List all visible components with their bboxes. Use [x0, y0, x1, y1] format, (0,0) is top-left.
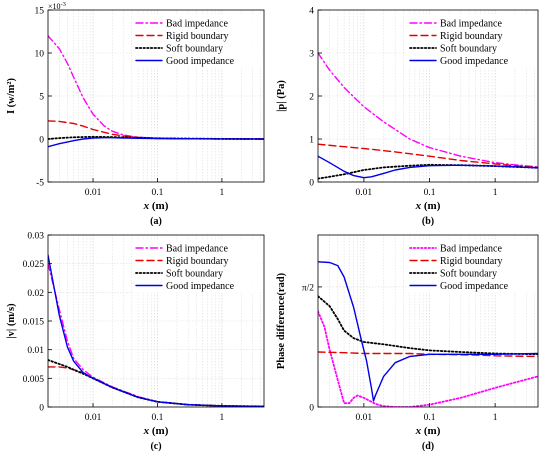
legend-entry: Rigid boundary — [440, 31, 503, 42]
y-tick-label: 0.03 — [27, 232, 44, 242]
x-tick-label: 0.01 — [356, 413, 373, 423]
x-tick-label: 0.01 — [85, 188, 102, 198]
legend-entry: Soft boundary — [166, 269, 223, 280]
y-tick-label: 0 — [39, 404, 44, 414]
y-tick-label: 0.02 — [27, 289, 44, 299]
axes-box — [317, 234, 539, 408]
y-tick-label: 0 — [39, 136, 44, 146]
panel-1: 0.01 0.1 1 -5 0 5 10 15 ×10-3 x (m) I (w/m²) (a) Bad… — [6, 1, 265, 227]
legend-entry: Bad impedance — [440, 19, 502, 30]
y-axis-label: I (w/m²) — [6, 77, 17, 114]
series-line-rigid-boundary — [48, 120, 264, 140]
legend-entry: Bad impedance — [166, 19, 228, 30]
y-tick-label: 0.015 — [23, 318, 45, 328]
y-tick-label: 0 — [309, 179, 314, 189]
legend-entry: Rigid boundary — [166, 256, 229, 267]
legend-entry: Good impedance — [440, 56, 509, 67]
y-tick-label: 10 — [35, 50, 45, 60]
legend-entry: Rigid boundary — [166, 31, 229, 42]
panel-2: 0.01 0.1 1 0 1 2 3 4 x (m) |p| (Pa) (b) Bad impedan… — [276, 7, 539, 227]
x-tick-label: 0.1 — [152, 413, 164, 423]
y-axis-label: |p| (Pa) — [276, 80, 287, 112]
y-tick-label: 4 — [309, 7, 314, 17]
legend-entry: Rigid boundary — [440, 256, 503, 267]
y-axis-label: Phase difference(rad) — [276, 272, 287, 369]
series-line-rigid-boundary — [318, 143, 538, 169]
legend-entry: Good impedance — [166, 281, 235, 292]
x-tick-label: 0.01 — [85, 413, 102, 423]
series-line-good-impedance — [318, 155, 538, 179]
y-tick-label: -5 — [36, 179, 44, 189]
series-line-good-impedance — [318, 261, 538, 402]
series-line-bad-impedance — [318, 52, 538, 168]
panel-label: (d) — [422, 441, 434, 452]
legend-entry: Good impedance — [166, 56, 235, 67]
panel-3: 0.01 0.1 1 0 0.005 0.01 0.015 0.02 0.025 0.03 x (m… — [6, 232, 265, 452]
x-tick-label: 0.01 — [356, 188, 373, 198]
series-line-soft-boundary — [318, 295, 538, 356]
x-tick-label: 1 — [220, 188, 225, 198]
y-tick-label: 0.025 — [23, 260, 45, 270]
x-tick-label: 0.1 — [152, 188, 164, 198]
series-group — [318, 52, 538, 180]
series-group — [48, 35, 264, 148]
y-tick-label: 0 — [309, 404, 314, 414]
x-axis-label: x (m) — [143, 200, 169, 212]
series-line-rigid-boundary — [318, 351, 538, 358]
x-tick-label: 1 — [493, 413, 498, 423]
y-tick-label: 0.005 — [23, 375, 45, 385]
series-line-good-impedance — [48, 136, 264, 148]
legend-entry: Soft boundary — [166, 44, 223, 55]
panel-label: (c) — [150, 441, 161, 452]
y-tick-label: 15 — [35, 7, 45, 17]
y-tick-label: 5 — [39, 93, 44, 103]
y-tick-label: 2 — [309, 93, 314, 103]
legend-entry: Bad impedance — [440, 244, 502, 255]
y-tick-label: π/2 — [302, 283, 314, 293]
panel-label: (b) — [422, 216, 434, 227]
series-line-bad-impedance — [318, 310, 538, 407]
x-tick-label: 1 — [220, 413, 225, 423]
y-multiplier: ×10-3 — [48, 1, 66, 11]
x-tick-label: 0.1 — [424, 413, 436, 423]
series-line-good-impedance — [48, 254, 264, 407]
legend-entry: Soft boundary — [440, 44, 497, 55]
x-tick-label: 0.1 — [424, 188, 436, 198]
y-tick-label: 1 — [309, 136, 314, 146]
x-axis-label: x (m) — [143, 425, 169, 437]
series-group — [318, 261, 538, 407]
legend-entry: Good impedance — [440, 281, 509, 292]
series-group — [48, 254, 264, 407]
legend-entry: Bad impedance — [166, 244, 228, 255]
panel-label: (a) — [150, 216, 162, 227]
y-tick-label: 0.01 — [27, 346, 44, 356]
legend-entry: Soft boundary — [440, 269, 497, 280]
y-axis-label: |v| (m/s) — [6, 303, 17, 339]
x-axis-label: x (m) — [415, 200, 441, 212]
x-tick-label: 1 — [493, 188, 498, 198]
y-tick-label: 3 — [309, 50, 314, 60]
x-axis-label: x (m) — [415, 425, 441, 437]
panel-4: 0.01 0.1 1 0 π/2 x (m) Phase difference(rad) (d… — [276, 234, 539, 452]
